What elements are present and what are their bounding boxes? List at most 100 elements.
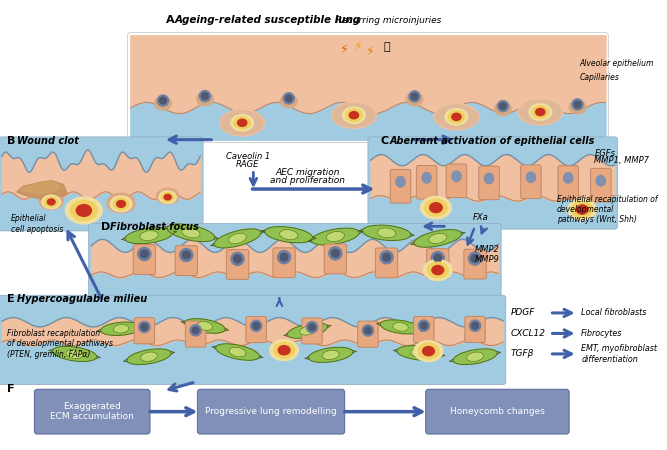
Text: MMP1, MMP7: MMP1, MMP7: [594, 157, 649, 166]
Text: B: B: [7, 136, 16, 146]
Ellipse shape: [452, 113, 461, 121]
Text: Ageing-related susceptible lung: Ageing-related susceptible lung: [175, 15, 362, 25]
Ellipse shape: [397, 346, 442, 360]
FancyBboxPatch shape: [89, 224, 501, 304]
Circle shape: [331, 249, 340, 257]
FancyBboxPatch shape: [446, 164, 467, 198]
Ellipse shape: [380, 320, 421, 334]
Ellipse shape: [414, 230, 462, 247]
Ellipse shape: [424, 260, 452, 280]
Ellipse shape: [434, 104, 479, 130]
Ellipse shape: [418, 343, 439, 359]
Ellipse shape: [452, 171, 461, 181]
Circle shape: [139, 321, 150, 333]
Ellipse shape: [113, 198, 129, 210]
Ellipse shape: [470, 256, 480, 265]
Ellipse shape: [66, 349, 83, 359]
Polygon shape: [17, 180, 67, 199]
Circle shape: [432, 252, 444, 265]
Circle shape: [283, 93, 294, 104]
FancyBboxPatch shape: [479, 166, 500, 200]
Text: ✋: ✋: [384, 41, 390, 52]
Ellipse shape: [221, 111, 263, 135]
Ellipse shape: [333, 103, 376, 127]
Ellipse shape: [422, 173, 432, 183]
Ellipse shape: [197, 92, 213, 105]
Circle shape: [201, 93, 208, 99]
Text: Aberrant activation of epithelial cells: Aberrant activation of epithelial cells: [390, 136, 595, 146]
Ellipse shape: [330, 251, 340, 260]
Text: AEC migration: AEC migration: [275, 168, 340, 177]
Ellipse shape: [181, 252, 191, 261]
Text: Fibroblast recapitulation
of developmental pathways
(PTEN, gremlin, FAPα): Fibroblast recapitulation of development…: [7, 329, 113, 359]
Polygon shape: [21, 182, 59, 194]
Ellipse shape: [214, 229, 261, 248]
FancyBboxPatch shape: [590, 168, 611, 202]
FancyBboxPatch shape: [226, 250, 249, 279]
Ellipse shape: [484, 173, 494, 184]
Ellipse shape: [76, 205, 91, 216]
Text: ⚡: ⚡: [340, 43, 349, 56]
FancyBboxPatch shape: [464, 249, 486, 279]
Ellipse shape: [382, 254, 392, 264]
Text: Fibrocytes: Fibrocytes: [581, 329, 622, 338]
Circle shape: [180, 248, 193, 261]
Ellipse shape: [155, 97, 171, 110]
Ellipse shape: [273, 342, 295, 358]
Circle shape: [138, 248, 151, 261]
Circle shape: [470, 320, 481, 331]
Text: ⚡: ⚡: [366, 45, 375, 58]
Ellipse shape: [572, 202, 592, 217]
Circle shape: [498, 100, 509, 112]
Ellipse shape: [393, 323, 408, 331]
Circle shape: [500, 103, 506, 109]
Text: Wound clot: Wound clot: [17, 136, 79, 146]
Ellipse shape: [191, 327, 200, 335]
Text: ⚡: ⚡: [354, 40, 363, 53]
Ellipse shape: [406, 93, 423, 106]
Ellipse shape: [127, 349, 171, 364]
FancyBboxPatch shape: [324, 244, 347, 274]
Circle shape: [280, 253, 288, 261]
Ellipse shape: [569, 101, 586, 114]
Ellipse shape: [42, 195, 61, 209]
Ellipse shape: [113, 324, 129, 333]
Ellipse shape: [231, 115, 253, 131]
Ellipse shape: [140, 231, 158, 241]
Circle shape: [468, 252, 482, 265]
Ellipse shape: [445, 108, 468, 125]
FancyBboxPatch shape: [414, 316, 434, 342]
Circle shape: [233, 255, 241, 263]
FancyBboxPatch shape: [133, 245, 155, 274]
Circle shape: [418, 320, 430, 331]
Ellipse shape: [229, 233, 247, 243]
Text: A: A: [166, 15, 175, 25]
Ellipse shape: [414, 341, 443, 361]
Ellipse shape: [107, 193, 135, 213]
Ellipse shape: [39, 193, 63, 209]
Circle shape: [231, 252, 244, 266]
Ellipse shape: [435, 105, 478, 129]
Circle shape: [277, 251, 291, 264]
Ellipse shape: [269, 340, 298, 360]
Ellipse shape: [346, 109, 362, 122]
Ellipse shape: [164, 194, 171, 200]
Ellipse shape: [448, 111, 465, 123]
Ellipse shape: [423, 346, 434, 356]
Ellipse shape: [47, 199, 55, 205]
Ellipse shape: [229, 347, 246, 357]
FancyBboxPatch shape: [273, 248, 295, 278]
Text: C: C: [380, 136, 388, 146]
Ellipse shape: [71, 200, 97, 220]
Circle shape: [365, 327, 372, 334]
Text: Exaggerated
ECM accumulation: Exaggerated ECM accumulation: [50, 402, 134, 421]
Ellipse shape: [433, 255, 443, 264]
Ellipse shape: [110, 196, 132, 212]
Circle shape: [192, 327, 199, 334]
Circle shape: [411, 93, 418, 100]
Circle shape: [190, 325, 201, 336]
Ellipse shape: [45, 197, 58, 207]
Ellipse shape: [529, 104, 552, 120]
Ellipse shape: [430, 203, 442, 212]
Ellipse shape: [251, 322, 261, 330]
